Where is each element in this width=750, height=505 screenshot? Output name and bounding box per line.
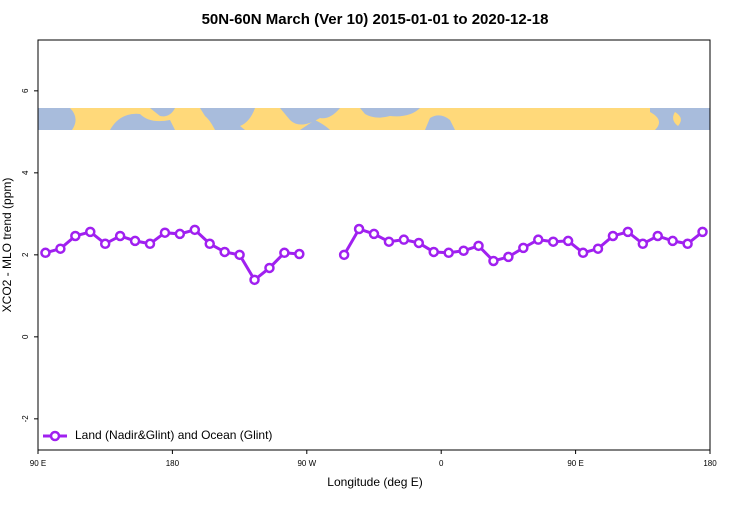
data-point	[40, 247, 51, 259]
data-point	[667, 235, 678, 247]
data-point	[204, 238, 215, 250]
y-axis-label: XCO2 - MLO trend (ppm)	[0, 178, 14, 313]
y-tick-label: 4	[21, 170, 30, 175]
legend-marker	[49, 430, 61, 442]
x-tick-label: 90 E	[30, 459, 46, 468]
data-point	[458, 245, 469, 256]
data-point	[473, 240, 484, 252]
y-tick-label: 0	[21, 334, 30, 339]
data-point	[652, 230, 663, 242]
data-point	[547, 236, 559, 247]
data-point	[338, 249, 350, 261]
data-point	[607, 230, 619, 242]
y-tick-label: -2	[21, 415, 30, 423]
x-tick-label: 90 E	[567, 459, 583, 468]
data-point	[443, 247, 454, 259]
data-point	[294, 248, 305, 260]
data-point	[249, 274, 260, 286]
data-point	[637, 238, 649, 250]
plot-frame	[37, 39, 711, 451]
chart-title: 50N-60N March (Ver 10) 2015-01-01 to 202…	[202, 11, 549, 28]
data-point	[219, 246, 230, 258]
y-tick-label: 6	[21, 88, 30, 93]
data-point	[562, 235, 574, 247]
data-point	[533, 234, 544, 245]
data-point	[99, 238, 111, 250]
data-point	[353, 223, 365, 235]
data-point	[174, 228, 186, 240]
data-point	[428, 246, 439, 258]
x-axis-label: Longitude (deg E)	[327, 475, 422, 489]
data-point	[55, 243, 66, 254]
data-point	[682, 238, 693, 250]
data-point	[129, 235, 141, 247]
x-tick-label: 90 W	[297, 459, 316, 468]
data-point	[368, 228, 380, 240]
data-point	[383, 236, 395, 247]
data-point	[398, 234, 410, 245]
map-strip	[38, 108, 710, 130]
data-point	[114, 230, 126, 242]
data-point	[279, 247, 290, 259]
data-point	[592, 243, 604, 254]
data-point	[518, 242, 529, 254]
data-point	[234, 249, 245, 261]
x-tick-label: 0	[439, 459, 444, 468]
legend-label: Land (Nadir&Glint) and Ocean (Glint)	[75, 428, 272, 442]
data-point	[144, 238, 156, 250]
data-point	[577, 247, 589, 259]
x-tick-label: 180	[703, 459, 717, 468]
data-point	[413, 237, 425, 249]
data-point	[159, 227, 171, 238]
x-tick-label: 180	[166, 459, 180, 468]
data-point	[85, 226, 96, 238]
data-point	[488, 255, 499, 267]
data-point	[697, 226, 708, 238]
y-tick-label: 2	[21, 252, 30, 257]
data-point	[70, 230, 81, 242]
data-point	[503, 251, 514, 263]
data-point	[189, 224, 201, 236]
data-point	[622, 226, 634, 238]
data-point	[264, 262, 275, 274]
